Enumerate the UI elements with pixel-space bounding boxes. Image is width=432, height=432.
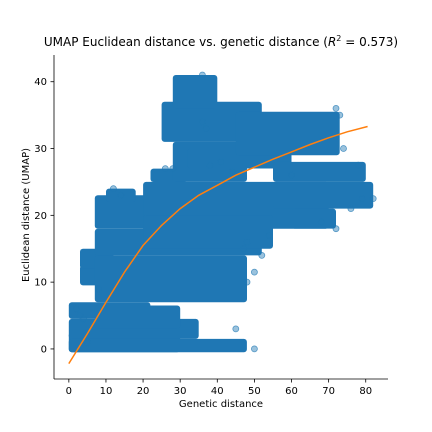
scatter-point [169,165,177,173]
scatter-point [250,345,258,353]
scatter-cluster [273,181,374,209]
scatter-point [340,145,347,152]
scatter-cluster [273,161,366,182]
scatter-point [80,315,88,323]
scatter-point [217,158,225,166]
x-tick-label: 70 [322,386,335,397]
chart-title: UMAP Euclidean distance vs. genetic dist… [44,34,398,49]
scatter-cluster [172,75,218,109]
scatter-point [198,71,206,79]
y-tick-label: 0 [41,344,47,355]
scatter-points [68,71,377,353]
x-tick-label: 30 [174,386,187,397]
scatter-cluster [94,255,247,303]
scatter-point [95,285,102,293]
chart-title-prefix: UMAP Euclidean distance vs. genetic dist… [44,35,328,49]
x-axis-label: Genetic distance [179,399,263,410]
scatter-cluster [94,305,181,329]
scatter-point [198,118,206,126]
scatter-point [228,168,236,176]
scatter-point [332,105,340,112]
chart-title-value: = 0.573) [341,35,398,49]
scatter-point [354,161,362,169]
scatter-cluster [235,111,340,156]
scatter-point [369,195,377,203]
scatter-point [72,305,80,313]
x-tick-label: 0 [66,386,72,397]
y-ticks: 0 10 20 30 40 [34,77,54,355]
scatter-point [243,278,251,286]
x-ticks: 0 10 20 30 40 50 60 70 80 [66,379,372,397]
scatter-point [358,195,366,203]
scatter-point [202,125,210,132]
chart-title-r: R [328,35,336,49]
x-tick-label: 40 [211,386,224,397]
y-tick-label: 10 [34,278,47,289]
x-tick-label: 20 [137,386,150,397]
y-tick-label: 20 [34,211,47,222]
x-tick-label: 60 [285,386,298,397]
scatter-cluster [143,215,273,249]
scatter-point [317,218,325,226]
scatter-point [288,171,295,179]
scatter-point [232,325,240,333]
scatter-point [239,245,247,253]
scatter-point [258,251,266,259]
scatter-cluster [291,208,336,229]
scatter-point [110,185,117,193]
scatter-point [347,205,355,213]
x-tick-label: 80 [359,386,372,397]
x-tick-label: 50 [248,386,261,397]
scatter-point [206,161,214,169]
fit-line [68,125,368,364]
chart-title-exponent: 2 [336,34,341,43]
scatter-point [332,225,340,233]
scatter-point [250,268,258,276]
y-tick-label: 30 [34,144,47,155]
scatter-point [117,191,125,199]
scatter-point [243,238,251,246]
scatter-point [84,338,91,346]
y-axis-label: Euclidean distance (UMAP) [21,148,32,282]
scatter-point [265,231,273,239]
scatter-point [336,111,344,119]
x-tick-label: 10 [100,386,113,397]
y-tick-label: 40 [34,77,47,88]
scatter-point [161,165,169,173]
scatter-cluster [68,338,247,353]
